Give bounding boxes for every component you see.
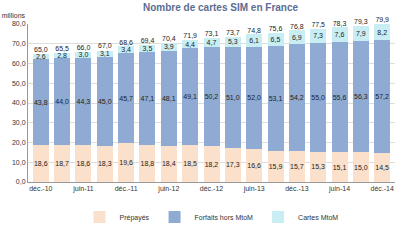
svg-text:70,0: 70,0 xyxy=(12,40,26,47)
svg-text:20,0: 20,0 xyxy=(12,139,26,146)
svg-text:18,4: 18,4 xyxy=(162,160,176,167)
svg-text:juin-12: juin-12 xyxy=(157,185,179,193)
svg-text:3,5: 3,5 xyxy=(143,45,153,52)
svg-text:juin-14: juin-14 xyxy=(328,185,350,193)
svg-text:2,6: 2,6 xyxy=(36,53,46,60)
svg-text:6,1: 6,1 xyxy=(249,37,259,44)
svg-text:15,3: 15,3 xyxy=(311,163,325,170)
svg-text:60,0: 60,0 xyxy=(12,60,26,67)
svg-text:68,6: 68,6 xyxy=(119,39,133,46)
svg-text:17,3: 17,3 xyxy=(226,161,240,168)
svg-text:73,7: 73,7 xyxy=(226,29,240,36)
svg-text:56,3: 56,3 xyxy=(354,93,368,100)
svg-text:52,0: 52,0 xyxy=(247,94,261,101)
svg-text:74,8: 74,8 xyxy=(247,27,261,34)
svg-text:44,3: 44,3 xyxy=(77,98,91,105)
svg-text:juin-11: juin-11 xyxy=(72,185,94,193)
svg-text:50,0: 50,0 xyxy=(12,80,26,87)
svg-text:55,0: 55,0 xyxy=(311,94,325,101)
svg-text:6,5: 6,5 xyxy=(271,36,281,43)
svg-text:79,9: 79,9 xyxy=(375,16,389,23)
svg-text:7,3: 7,3 xyxy=(313,32,323,39)
svg-text:10,0: 10,0 xyxy=(12,159,26,166)
svg-text:3,1: 3,1 xyxy=(100,50,110,57)
svg-text:en millions: en millions xyxy=(0,12,26,19)
svg-text:80,0: 80,0 xyxy=(12,20,26,27)
svg-text:76,8: 76,8 xyxy=(290,23,304,30)
svg-text:66,0: 66,0 xyxy=(77,44,91,51)
svg-text:18,5: 18,5 xyxy=(183,160,197,167)
svg-text:7,6: 7,6 xyxy=(335,31,345,38)
svg-text:79,3: 79,3 xyxy=(354,18,368,25)
svg-text:44,0: 44,0 xyxy=(55,98,69,105)
svg-text:15,9: 15,9 xyxy=(269,163,283,170)
svg-text:4,7: 4,7 xyxy=(207,39,217,46)
svg-text:15,7: 15,7 xyxy=(290,163,304,170)
svg-text:15,1: 15,1 xyxy=(333,164,347,171)
svg-text:19,6: 19,6 xyxy=(119,159,133,166)
svg-text:71,9: 71,9 xyxy=(183,32,197,39)
svg-text:déc.-10: déc.-10 xyxy=(29,185,52,192)
svg-text:40,0: 40,0 xyxy=(12,99,26,106)
svg-text:18,8: 18,8 xyxy=(141,160,155,167)
svg-text:18,7: 18,7 xyxy=(55,160,69,167)
svg-text:0,0: 0,0 xyxy=(16,178,26,185)
svg-text:déc.-11: déc.-11 xyxy=(115,185,138,192)
svg-text:65,5: 65,5 xyxy=(55,45,69,52)
svg-text:2,8: 2,8 xyxy=(57,52,67,59)
svg-text:18,3: 18,3 xyxy=(98,160,112,167)
svg-text:47,1: 47,1 xyxy=(141,95,155,102)
svg-text:18,6: 18,6 xyxy=(34,160,48,167)
svg-text:45,7: 45,7 xyxy=(119,95,133,102)
svg-text:7,9: 7,9 xyxy=(356,30,366,37)
svg-text:18,2: 18,2 xyxy=(205,161,219,168)
svg-text:54,2: 54,2 xyxy=(290,94,304,101)
svg-text:16,6: 16,6 xyxy=(247,162,261,169)
svg-text:3,9: 3,9 xyxy=(164,43,174,50)
svg-text:6,9: 6,9 xyxy=(292,34,302,41)
svg-text:déc.-14: déc.-14 xyxy=(371,185,394,192)
svg-text:Cartes MtoM: Cartes MtoM xyxy=(298,214,338,221)
svg-text:8,2: 8,2 xyxy=(377,29,387,36)
svg-text:14,5: 14,5 xyxy=(375,164,389,171)
svg-text:75,6: 75,6 xyxy=(269,25,283,32)
svg-text:3,4: 3,4 xyxy=(121,46,131,53)
svg-text:73,1: 73,1 xyxy=(205,30,219,37)
svg-text:Forfaits hors MtoM: Forfaits hors MtoM xyxy=(195,214,254,221)
svg-text:déc.-12: déc.-12 xyxy=(200,185,223,192)
svg-text:53,1: 53,1 xyxy=(269,95,283,102)
svg-text:67,0: 67,0 xyxy=(98,42,112,49)
svg-text:Prépayés: Prépayés xyxy=(120,214,150,222)
svg-text:51,0: 51,0 xyxy=(226,94,240,101)
svg-text:69,4: 69,4 xyxy=(141,37,155,44)
svg-text:5,3: 5,3 xyxy=(228,38,238,45)
svg-text:57,2: 57,2 xyxy=(375,93,389,100)
svg-text:4,4: 4,4 xyxy=(185,41,195,48)
svg-text:juin-13: juin-13 xyxy=(243,185,265,193)
svg-text:15,0: 15,0 xyxy=(354,164,368,171)
svg-text:65,0: 65,0 xyxy=(34,46,48,53)
svg-text:70,4: 70,4 xyxy=(162,35,176,42)
svg-text:30,0: 30,0 xyxy=(12,119,26,126)
svg-text:43,8: 43,8 xyxy=(34,99,48,106)
svg-text:déc.-13: déc.-13 xyxy=(285,185,308,192)
svg-text:50,2: 50,2 xyxy=(205,93,219,100)
svg-text:48,1: 48,1 xyxy=(162,95,176,102)
svg-text:78,3: 78,3 xyxy=(333,20,347,27)
svg-text:55,6: 55,6 xyxy=(333,94,347,101)
svg-text:49,1: 49,1 xyxy=(183,93,197,100)
svg-text:18,6: 18,6 xyxy=(77,160,91,167)
svg-text:45,0: 45,0 xyxy=(98,98,112,105)
svg-text:3,0: 3,0 xyxy=(79,51,89,58)
svg-text:77,5: 77,5 xyxy=(311,21,325,28)
svg-text:Nombre de cartes SIM en France: Nombre de cartes SIM en France xyxy=(143,2,298,13)
